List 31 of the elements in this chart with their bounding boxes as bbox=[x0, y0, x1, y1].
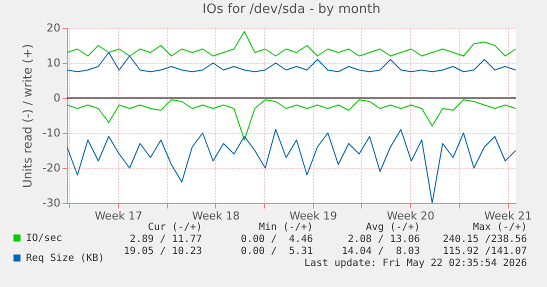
x-tick-label: Week 21 bbox=[484, 210, 532, 222]
text: 19.05 / 10.23 bbox=[124, 246, 202, 257]
x-tick-label: Week 18 bbox=[192, 210, 240, 222]
line-series bbox=[67, 52, 516, 72]
text: 2.89 / 11.77 bbox=[130, 234, 202, 245]
text: Cur (-/+) bbox=[148, 222, 202, 233]
y-tick-label: -20 bbox=[42, 162, 60, 174]
line-series bbox=[67, 31, 516, 56]
y-axis-title: Units read (-) / write (+) bbox=[20, 44, 35, 188]
text: 115.92 /141.07 bbox=[442, 246, 527, 257]
x-tick-label: Week 17 bbox=[94, 210, 142, 222]
y-tick-label: -10 bbox=[42, 126, 60, 140]
text: 2.08 / 13.06 bbox=[348, 234, 420, 245]
line-series bbox=[67, 99, 516, 140]
text: Max (-/+) bbox=[472, 222, 527, 233]
chart-title: IOs for /dev/sda - by month bbox=[202, 2, 380, 17]
y-tick-label: 10 bbox=[46, 56, 60, 70]
y-tick-label: 20 bbox=[46, 22, 60, 34]
text: 0.00 / 4.46 bbox=[240, 234, 313, 245]
legend-label: Req Size (KB) bbox=[26, 253, 104, 264]
text: Avg (-/+) bbox=[366, 222, 420, 233]
x-tick-label: Week 19 bbox=[289, 210, 338, 222]
y-tick-label: -30 bbox=[42, 196, 60, 210]
text: 14.04 / 8.03 bbox=[342, 246, 420, 257]
legend-label: IO/sec bbox=[26, 233, 62, 244]
text: Last update: Fri May 22 02:35:54 2026 bbox=[304, 258, 527, 269]
text: 0.00 / 5.31 bbox=[240, 246, 313, 257]
y-tick-label: 0 bbox=[54, 92, 60, 104]
x-tick-label: Week 20 bbox=[386, 210, 434, 222]
text: 240.15 /238.56 bbox=[442, 234, 527, 245]
text: Min (-/+) bbox=[258, 222, 313, 233]
